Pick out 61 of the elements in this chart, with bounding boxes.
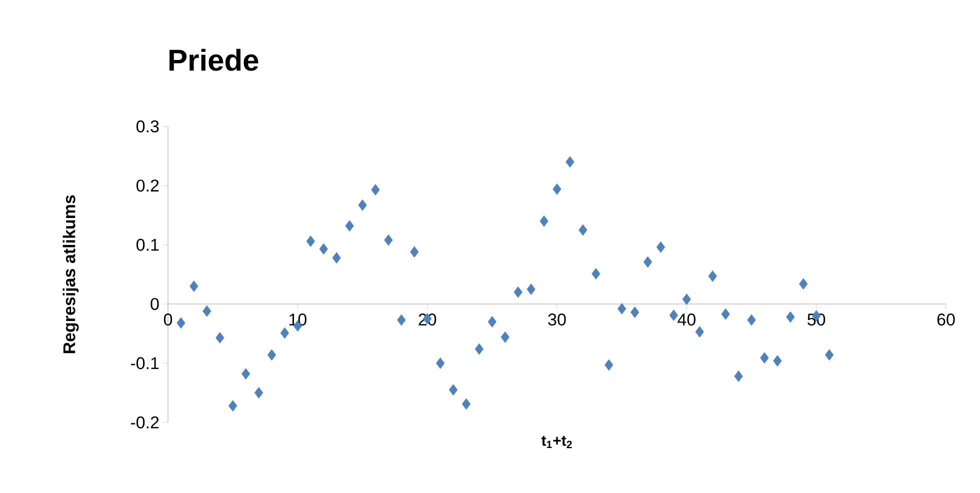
point <box>462 398 471 410</box>
point <box>202 305 212 317</box>
point <box>410 246 419 258</box>
y-tick-label: 0.2 <box>136 180 159 192</box>
point <box>669 310 678 321</box>
point <box>500 331 510 343</box>
y-tick-label: -0.2 <box>130 416 159 428</box>
point <box>618 303 626 314</box>
y-axis-title: Regresijas atlikums <box>62 195 79 354</box>
point <box>630 306 640 318</box>
point <box>514 286 522 298</box>
point <box>436 358 445 369</box>
point <box>526 284 536 295</box>
y-tick-label: 0.1 <box>136 238 159 251</box>
point <box>345 220 354 232</box>
x-tick-label: 60 <box>937 314 955 326</box>
x-tick-label: 0 <box>164 314 172 326</box>
point <box>552 183 562 195</box>
point <box>592 268 600 280</box>
point <box>319 243 328 255</box>
point <box>604 359 614 371</box>
point <box>358 199 367 211</box>
point <box>306 236 315 247</box>
chart-title: Priede <box>170 48 258 71</box>
point <box>566 156 574 168</box>
x-axis-title: t$_{1}$+t$_{2}$ <box>541 436 572 448</box>
point <box>280 327 290 339</box>
point <box>384 234 393 246</box>
x-tick-label: 40 <box>678 314 696 326</box>
point <box>747 314 756 326</box>
point <box>824 349 834 361</box>
point <box>267 349 276 361</box>
point <box>656 241 666 253</box>
point <box>332 252 341 264</box>
y-tick-label: 0 <box>150 298 159 310</box>
point <box>254 387 264 398</box>
point <box>228 400 238 412</box>
point <box>773 355 782 367</box>
point <box>190 280 198 292</box>
x-tick-label: 30 <box>548 314 566 326</box>
point <box>578 224 588 236</box>
point <box>721 308 730 320</box>
point <box>474 343 484 355</box>
point <box>397 314 406 326</box>
point <box>799 278 808 290</box>
point <box>488 316 496 328</box>
point <box>241 368 250 380</box>
point <box>643 256 652 268</box>
point <box>682 294 691 305</box>
point <box>371 184 380 196</box>
point <box>695 326 704 338</box>
y-tick-label: -0.1 <box>130 357 159 370</box>
point <box>734 370 743 382</box>
point <box>760 352 769 364</box>
point <box>448 384 458 396</box>
point <box>786 311 795 323</box>
y-tick-label: 0.3 <box>136 120 159 132</box>
point <box>176 317 186 329</box>
point <box>216 332 224 344</box>
point <box>708 270 717 282</box>
point <box>540 215 548 227</box>
